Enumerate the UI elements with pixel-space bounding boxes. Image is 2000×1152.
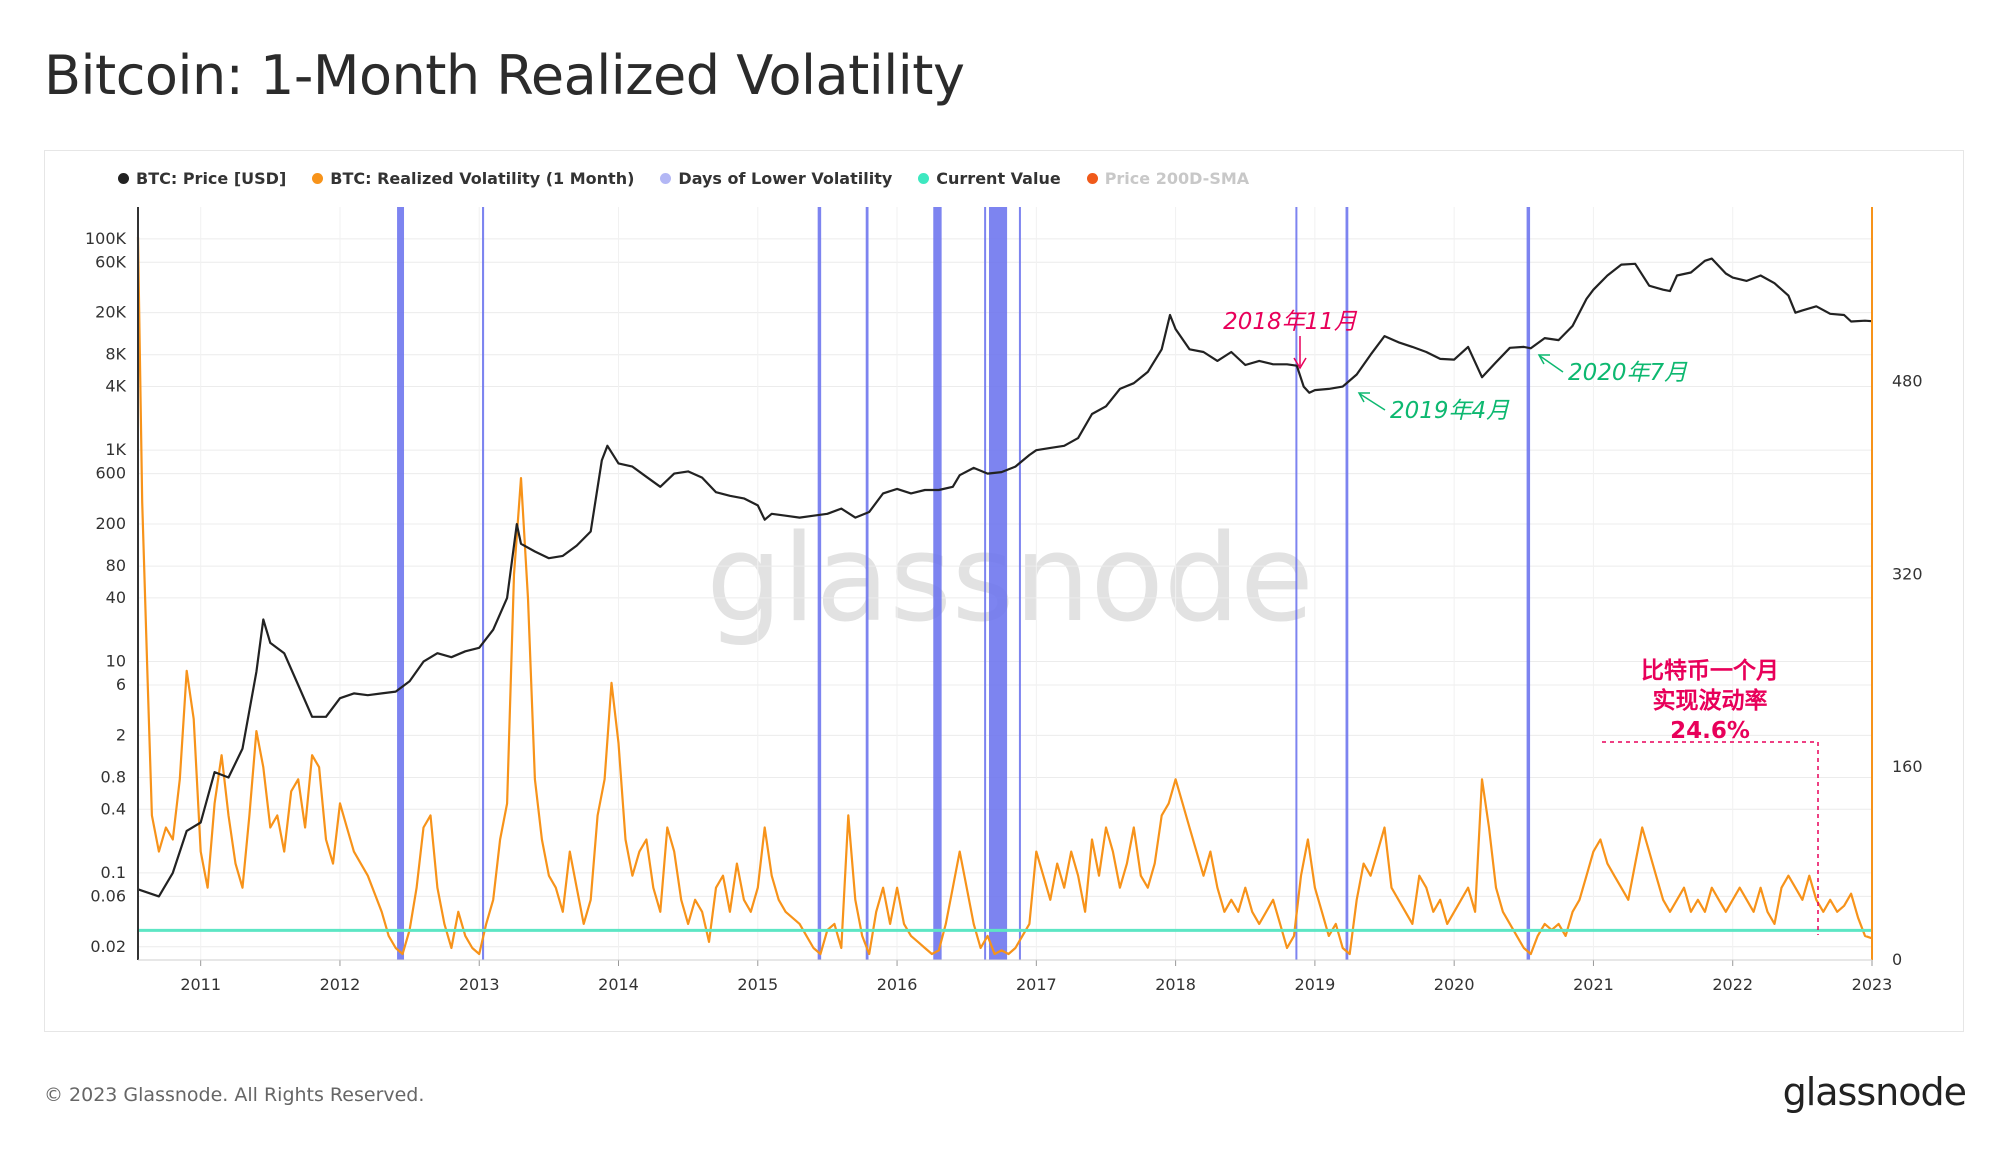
y-right-tick-label-3: 0 — [1892, 950, 1902, 969]
annotation-apr-2019: 2019年4月 — [1390, 398, 1510, 424]
x-tick-label-4: 2015 — [737, 975, 778, 994]
x-tick-label-8: 2019 — [1295, 975, 1336, 994]
y-right-tick-label-2: 160 — [1892, 757, 1923, 776]
y-left-tick-label-1: 60K — [95, 252, 126, 271]
lower-volatility-band-3 — [865, 207, 869, 960]
price-line — [137, 257, 1873, 898]
y-left-tick-label-2: 20K — [95, 303, 126, 322]
x-tick-label-2: 2013 — [459, 975, 500, 994]
legend-item-current-value[interactable]: Current Value — [918, 169, 1061, 188]
legend-item-lower-volatility[interactable]: Days of Lower Volatility — [660, 169, 892, 188]
y-right-tick-label-0: 480 — [1892, 372, 1923, 391]
lower-volatility-band-8 — [1295, 207, 1298, 960]
annotation-apr-2019-arrow — [1359, 393, 1386, 411]
y-left-tick-label-9: 40 — [106, 588, 126, 607]
annotation-jul-2020: 2020年7月 — [1568, 360, 1688, 386]
lower-volatility-band-6 — [988, 207, 1008, 960]
y-right-tick-label-1: 320 — [1892, 564, 1923, 583]
chart-legend: BTC: Price [USD] BTC: Realized Volatilit… — [118, 169, 1249, 188]
y-left-tick-label-5: 1K — [105, 440, 126, 459]
footer-logo[interactable]: glassnode — [1782, 1070, 1967, 1114]
y-left-tick-label-17: 0.02 — [90, 937, 126, 956]
y-left-tick-label-10: 10 — [106, 652, 126, 671]
legend-label-price-sma: Price 200D-SMA — [1104, 169, 1250, 188]
callout-value: 24.6% — [1670, 718, 1750, 744]
x-tick-label-1: 2012 — [320, 975, 361, 994]
callout-line-1: 比特币一个月 — [1641, 658, 1779, 684]
axes-group: 100K 60K 20K 8K 4K 1K 600 200 80 40 10 6 2 0.8 0.4 0.1 0… — [85, 207, 1923, 994]
y-left-tick-label-8: 80 — [106, 556, 126, 575]
series-group — [136, 237, 1873, 956]
page-title: Bitcoin: 1-Month Realized Volatility — [44, 44, 965, 107]
legend-dot-price-sma — [1086, 173, 1098, 184]
annotation-apr-2019-arrowhead — [1357, 392, 1370, 403]
x-tick-label-9: 2020 — [1434, 975, 1475, 994]
y-left-tick-label-12: 2 — [116, 725, 126, 744]
legend-label-lower-volatility: Days of Lower Volatility — [678, 169, 893, 188]
legend-item-volatility[interactable]: BTC: Realized Volatility (1 Month) — [312, 169, 634, 188]
annotation-nov-2018-arrowhead — [1293, 357, 1307, 370]
y-left-tick-label-15: 0.1 — [101, 863, 126, 882]
y-left-tick-label-13: 0.8 — [101, 767, 126, 786]
legend-dot-current-value — [918, 173, 930, 184]
y-left-tick-label-6: 600 — [95, 464, 126, 483]
x-tick-label-11: 2022 — [1712, 975, 1753, 994]
x-tick-label-12: 2023 — [1852, 975, 1893, 994]
lower-volatility-band-1 — [482, 207, 485, 960]
y-left-tick-label-4: 4K — [105, 377, 126, 396]
legend-label-price: BTC: Price [USD] — [136, 169, 287, 188]
legend-label-volatility: BTC: Realized Volatility (1 Month) — [330, 169, 635, 188]
watermark: glassnode — [706, 510, 1314, 649]
footer-copyright: © 2023 Glassnode. All Rights Reserved. — [44, 1084, 425, 1106]
chart-frame — [44, 150, 1964, 1032]
annotation-jul-2020-arrow — [1539, 355, 1564, 373]
callout-line-2: 实现波动率 — [1653, 687, 1768, 714]
x-tick-label-10: 2021 — [1573, 975, 1614, 994]
lower-volatility-band-7 — [1018, 207, 1021, 960]
x-tick-label-5: 2016 — [877, 975, 918, 994]
y-left-tick-label-0: 100K — [85, 229, 127, 248]
callout-bracket — [1602, 741, 1819, 935]
lower-volatility-band-0 — [397, 207, 405, 960]
legend-dot-volatility — [312, 173, 324, 184]
lower-volatility-band-2 — [817, 207, 822, 960]
annotation-jul-2020-arrowhead — [1537, 354, 1550, 365]
y-left-tick-label-3: 8K — [105, 345, 126, 364]
lower-volatility-band-9 — [1345, 207, 1349, 960]
lower-volatility-band-10 — [1526, 207, 1531, 960]
legend-dot-lower-volatility — [660, 173, 672, 184]
legend-dot-price — [118, 173, 129, 184]
y-left-tick-label-11: 6 — [116, 675, 126, 694]
lower-volatility-band-4 — [933, 207, 942, 960]
y-left-tick-label-16: 0.06 — [90, 886, 126, 905]
lower-volatility-band-5 — [984, 207, 987, 960]
x-tick-label-6: 2017 — [1016, 975, 1057, 994]
legend-item-price-sma[interactable]: Price 200D-SMA — [1086, 169, 1250, 188]
legend-label-current-value: Current Value — [936, 169, 1061, 188]
volatility-line — [136, 237, 1873, 956]
x-tick-label-3: 2014 — [598, 975, 639, 994]
legend-item-price[interactable]: BTC: Price [USD] — [118, 169, 286, 188]
annotation-nov-2018: 2018年11月 — [1223, 309, 1358, 335]
x-tick-label-0: 2011 — [180, 975, 221, 994]
y-left-tick-label-7: 200 — [95, 514, 126, 533]
y-left-tick-label-14: 0.4 — [101, 799, 126, 818]
lower-volatility-bands — [397, 207, 1531, 960]
x-tick-label-7: 2018 — [1155, 975, 1196, 994]
